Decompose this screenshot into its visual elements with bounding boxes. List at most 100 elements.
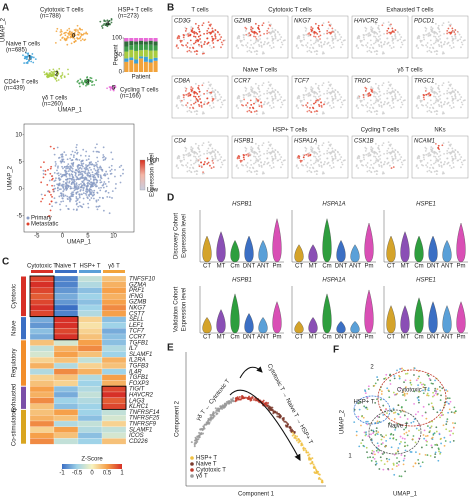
cell — [415, 451, 417, 454]
cell — [198, 431, 201, 434]
cell — [221, 407, 224, 410]
cell — [412, 465, 415, 468]
cell — [193, 50, 196, 53]
cell — [249, 107, 251, 109]
cell — [103, 22, 106, 25]
cell — [55, 177, 57, 180]
cell — [42, 169, 45, 172]
heat-cell — [53, 409, 79, 416]
cell — [73, 41, 76, 44]
cell — [431, 438, 434, 441]
cell — [425, 147, 428, 150]
cell — [119, 174, 122, 177]
cell — [193, 92, 196, 95]
cell — [400, 96, 403, 98]
cell — [397, 151, 399, 154]
heat-cell — [101, 299, 127, 306]
cell — [237, 35, 240, 37]
cell — [198, 30, 201, 33]
cell — [403, 445, 406, 448]
panel-label: A — [2, 3, 9, 14]
cell — [382, 111, 384, 114]
cell — [417, 377, 420, 380]
cell — [340, 46, 342, 49]
x-tick-label: MT — [309, 264, 318, 270]
cell — [430, 425, 433, 428]
gene-label: TNFRSF14 — [129, 410, 160, 416]
cell — [292, 433, 295, 436]
cell — [412, 435, 415, 437]
cell — [380, 393, 383, 395]
cell — [373, 110, 376, 113]
cell — [89, 181, 92, 184]
violin — [428, 301, 438, 334]
cell — [394, 37, 397, 40]
cell — [395, 452, 397, 454]
gene-label: TNFSF10 — [129, 276, 156, 282]
cell — [364, 150, 367, 152]
cell — [302, 156, 305, 159]
cell — [254, 155, 257, 158]
cell — [386, 89, 389, 92]
cell — [311, 31, 314, 34]
cell — [400, 46, 402, 49]
heat-cell — [29, 409, 55, 416]
cell — [263, 43, 266, 46]
cell — [388, 390, 390, 393]
cell — [310, 28, 312, 31]
cell — [380, 459, 383, 462]
cell — [378, 43, 380, 46]
cell — [84, 38, 87, 41]
cell — [77, 168, 80, 171]
cell — [99, 174, 102, 177]
cell — [315, 53, 318, 55]
cell — [91, 81, 93, 84]
cell — [447, 21, 450, 24]
cell — [447, 161, 450, 164]
cell — [450, 411, 453, 413]
cell — [88, 155, 91, 158]
cell — [243, 397, 246, 400]
cell — [417, 35, 420, 37]
cell — [389, 151, 392, 154]
cell — [419, 381, 422, 384]
cell — [356, 37, 359, 40]
cell — [366, 420, 369, 423]
heat-cell — [29, 362, 55, 369]
cell — [425, 444, 428, 447]
cell — [214, 89, 217, 91]
cell — [85, 167, 88, 170]
cell — [211, 147, 214, 150]
cell — [201, 84, 204, 87]
cell — [409, 379, 412, 382]
group-label: Naive — [12, 320, 18, 336]
cell — [315, 97, 318, 100]
cell — [442, 82, 445, 85]
cell — [378, 103, 380, 106]
cell — [32, 56, 35, 59]
cell — [380, 106, 383, 108]
cell — [212, 30, 214, 33]
violin — [294, 321, 304, 334]
cell — [396, 449, 399, 452]
cell — [236, 37, 239, 40]
heat-cell — [29, 403, 55, 410]
cell — [452, 106, 455, 108]
cell — [402, 391, 405, 393]
cell — [369, 39, 372, 42]
cell — [274, 149, 277, 151]
cell — [460, 101, 463, 104]
cell — [220, 46, 222, 49]
cell — [443, 444, 446, 447]
cell — [78, 183, 81, 186]
cell — [425, 153, 428, 156]
cell — [377, 445, 380, 447]
cell — [122, 172, 124, 175]
cell — [65, 38, 68, 41]
cell — [380, 44, 383, 47]
cell — [268, 405, 271, 408]
cell — [57, 177, 60, 180]
cell — [315, 50, 318, 52]
cell — [371, 449, 374, 452]
heat-cell — [77, 328, 103, 335]
